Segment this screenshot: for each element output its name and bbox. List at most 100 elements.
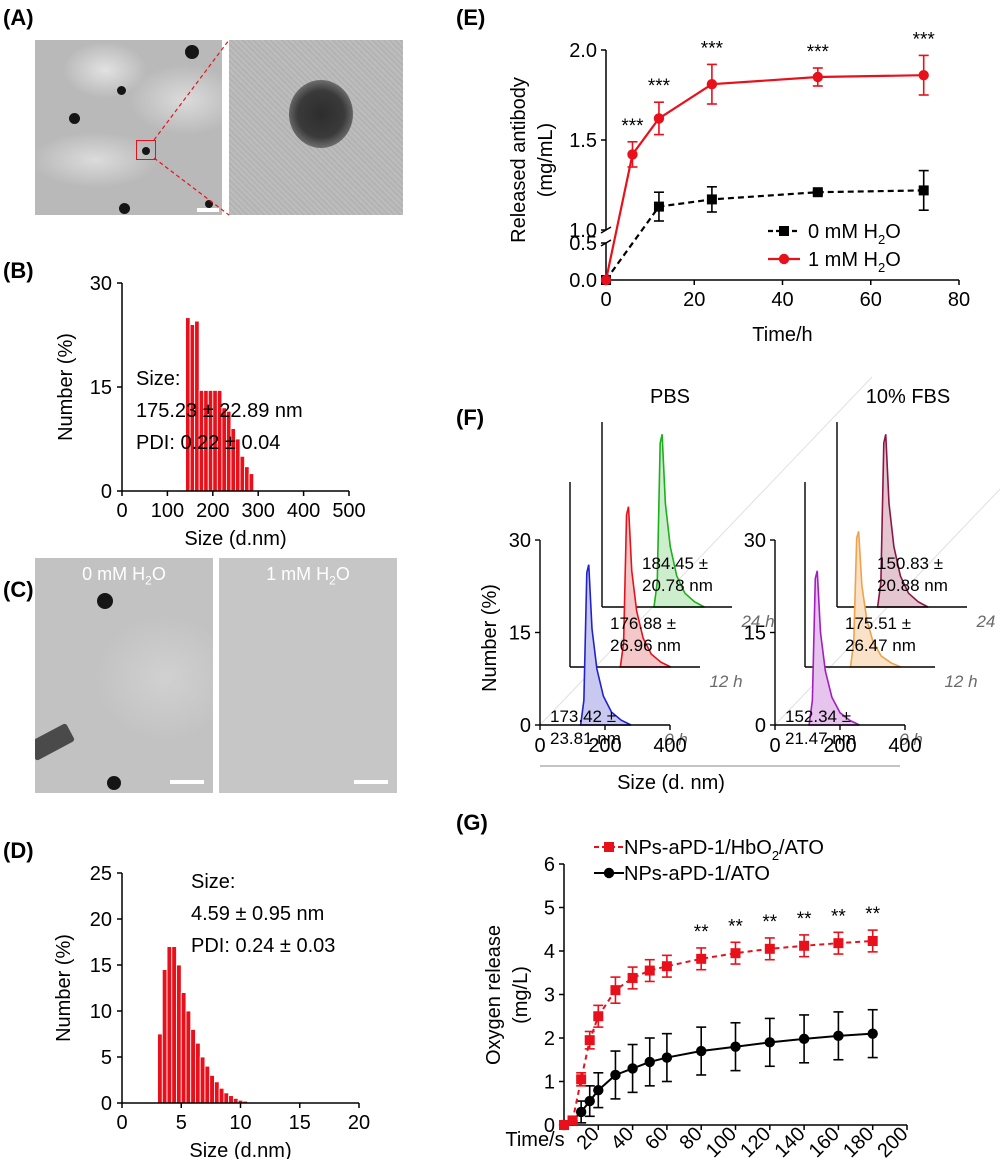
y-tick-label: 1.0	[569, 220, 597, 242]
histogram-bar	[195, 1042, 201, 1104]
data-point	[696, 953, 707, 964]
histogram-bar	[214, 1081, 220, 1104]
y-tick-label: 1.5	[569, 130, 597, 152]
data-point	[584, 1035, 595, 1046]
legend-marker	[603, 867, 615, 879]
tem-image-zoom	[229, 40, 403, 215]
y-tick-label: 0.0	[569, 270, 597, 292]
y-axis-label: Released antibody	[508, 77, 530, 243]
distribution-size-label: 20.78 nm	[642, 576, 713, 595]
y-tick-label: 15	[90, 377, 112, 399]
nanoparticle	[97, 593, 113, 609]
histogram-bar	[166, 946, 173, 1104]
significance-mark: ***	[648, 76, 671, 97]
histogram-bar	[228, 1095, 234, 1104]
y-axis-label: (mg/mL)	[535, 123, 557, 197]
histogram-bar	[209, 1075, 215, 1104]
time-label: 0 h	[664, 730, 688, 749]
series-line	[604, 74, 924, 281]
x-axis-label: Time/s	[505, 1129, 564, 1151]
x-axis-label: Size (d. nm)	[617, 772, 725, 794]
zoom-guide-line	[153, 39, 230, 141]
nanoparticle	[117, 86, 126, 95]
x-axis-label: Size (d.nm)	[189, 1140, 291, 1159]
x-tick-label: 10	[229, 1112, 251, 1134]
scale-bar	[197, 208, 219, 212]
y-tick-label: 15	[90, 955, 112, 977]
tem-label-0mm: 0 mM H2O	[82, 564, 166, 588]
distribution-curve	[619, 506, 672, 668]
y-tick-label: 1	[544, 1072, 555, 1094]
panel-label-f: (F)	[456, 405, 484, 430]
data-point	[627, 972, 638, 983]
significance-mark: **	[694, 922, 709, 943]
x-tick-label: 40	[607, 1123, 638, 1154]
tem-image-overview	[35, 40, 222, 215]
histogram-bar	[180, 992, 187, 1104]
legend-label: NPs-aPD-1/HbO2/ATO	[624, 837, 824, 863]
size-annotation: PDI: 0.24 ± 0.03	[191, 935, 335, 957]
y-axis-label: Number (%)	[479, 584, 501, 692]
x-tick-label: 15	[289, 1112, 311, 1134]
data-point	[867, 935, 878, 946]
x-tick-label: 20	[348, 1112, 370, 1134]
x-tick-label: 200	[588, 735, 621, 757]
data-point	[584, 1095, 595, 1107]
y-tick-label: 2	[544, 1028, 555, 1050]
data-point	[799, 940, 810, 951]
x-tick-label: 500	[332, 500, 365, 522]
nanoparticle-zoomed	[289, 80, 353, 148]
data-point	[653, 113, 665, 124]
data-point	[644, 965, 655, 976]
y-tick-label: 30	[90, 273, 112, 295]
data-point	[576, 1074, 587, 1085]
histogram-bar	[204, 1065, 211, 1104]
histogram-bar	[171, 946, 177, 1104]
data-point	[798, 1033, 810, 1045]
data-point	[812, 71, 823, 83]
x-axis-label: Time/h	[752, 324, 812, 346]
x-tick-label: 80	[948, 289, 970, 311]
distribution-curve	[849, 531, 902, 668]
data-point	[661, 1052, 673, 1063]
distribution-size-label: 150.83 ±	[877, 554, 943, 573]
significance-mark: ***	[807, 42, 830, 63]
distribution-curve	[876, 434, 929, 608]
y-axis-label: Number (%)	[53, 934, 75, 1042]
x-tick-label: 60	[641, 1123, 672, 1154]
histogram-bar	[239, 455, 245, 492]
histogram-bar	[157, 1033, 163, 1104]
significance-mark: **	[797, 909, 812, 930]
distribution-size-label: 184.45 ±	[642, 554, 708, 573]
x-tick-label: 200	[196, 500, 229, 522]
panel-label-g: (G)	[456, 810, 488, 835]
data-point	[918, 185, 929, 196]
y-tick-label: 2.0	[569, 40, 597, 62]
series-line	[563, 1032, 873, 1126]
y-tick-label: 0	[101, 1093, 112, 1115]
legend-label: NPs-aPD-1/ATO	[624, 863, 770, 885]
y-tick-label: 0.5	[569, 233, 597, 255]
legend-label: 1 mM H2O	[808, 249, 901, 275]
y-tick-label: 20	[90, 909, 112, 931]
legend-marker	[779, 226, 789, 236]
x-tick-label: 0	[116, 500, 127, 522]
y-tick-label: 30	[509, 530, 531, 552]
tem-label-1mm: 1 mM H2O	[266, 564, 350, 588]
significance-mark: **	[865, 904, 880, 925]
x-tick-label: 400	[653, 735, 686, 757]
data-point	[600, 274, 612, 286]
x-tick-label: 0	[534, 735, 545, 757]
nanoparticle	[107, 776, 121, 790]
data-point	[918, 70, 929, 81]
data-point	[610, 985, 621, 996]
data-point	[730, 1041, 741, 1052]
data-point	[696, 1045, 707, 1057]
histogram-bar	[199, 1056, 206, 1104]
data-point	[764, 943, 775, 954]
distribution-size-label: 173.42 ±	[550, 707, 616, 726]
histogram-bar	[176, 964, 182, 1104]
x-tick-label: 40	[771, 289, 793, 311]
panel-label-c: (C)	[3, 577, 34, 602]
zoom-guide-line	[153, 157, 230, 216]
